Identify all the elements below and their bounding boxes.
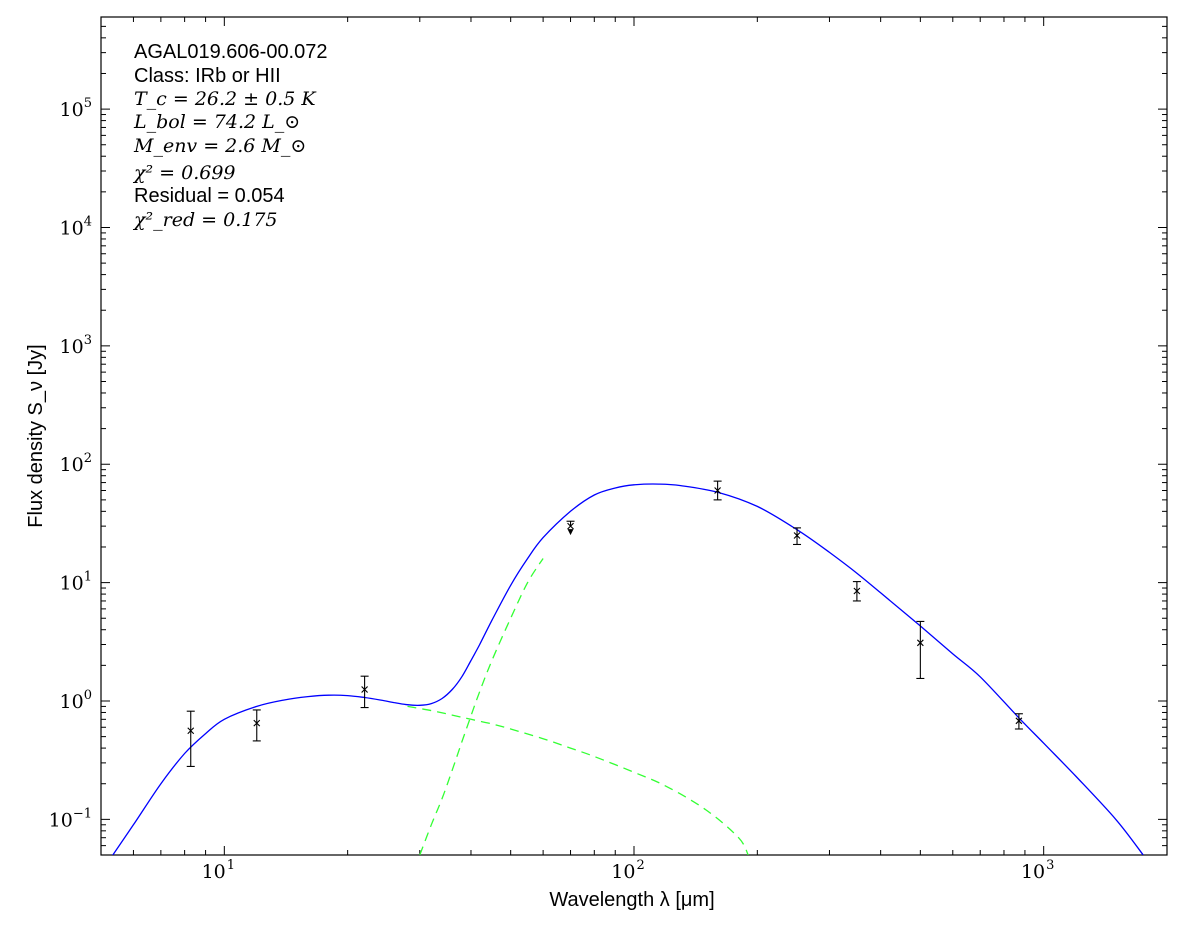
y-tick-exponent: 4: [84, 214, 92, 229]
data-point: [852, 581, 861, 602]
y-tick-base: 10: [60, 217, 84, 239]
x-axis-label: Wavelength λ [μm]: [549, 889, 714, 911]
point-marker: [187, 727, 195, 735]
point-marker: [361, 686, 368, 693]
residual-label: Residual = 0.054: [134, 185, 285, 207]
y-tick-label: 10−1: [49, 806, 92, 831]
upper-limit-arrow: [567, 529, 574, 536]
data-points: [186, 480, 1023, 767]
y-tick-base: 10: [60, 454, 84, 476]
y-tick-exponent: 0: [84, 688, 92, 703]
annotation-block: AGAL019.606-00.072 Class: IRb or HII T_c…: [132, 41, 328, 231]
point-marker: [916, 639, 924, 647]
data-point: [566, 520, 575, 536]
y-tick-base: 10: [60, 336, 84, 358]
axis-ticks: [100, 16, 1168, 856]
y-tick-label: 104: [60, 214, 92, 239]
y-tick-base: 10: [49, 809, 73, 831]
point-marker: [253, 719, 261, 727]
data-point: [793, 527, 802, 546]
tc-label: T_c = 26.2 ± 0.5 K: [134, 88, 317, 110]
chi2-label: χ² = 0.699: [132, 162, 236, 184]
y-tick-exponent: −1: [73, 806, 92, 821]
point-marker: [567, 522, 574, 530]
data-point: [252, 709, 261, 742]
y-tick-label: 100: [60, 688, 92, 713]
y-tick-label: 105: [60, 96, 92, 121]
x-tick-label: 102: [611, 858, 644, 883]
total-model-curve: [112, 483, 1144, 855]
y-tick-label: 101: [60, 570, 92, 595]
y-tick-exponent: 3: [84, 333, 92, 348]
point-marker: [1015, 717, 1023, 725]
x-tick-exponent: 3: [1046, 858, 1054, 873]
y-tick-exponent: 5: [84, 96, 92, 111]
class-label: Class: IRb or HII: [134, 65, 281, 87]
y-axis-label: Flux density S_ν [Jy]: [25, 344, 47, 527]
y-tick-exponent: 2: [84, 451, 92, 466]
point-marker: [793, 532, 801, 539]
x-tick-exponent: 1: [227, 858, 235, 873]
data-point: [1014, 713, 1023, 730]
y-tick-base: 10: [60, 573, 84, 595]
model-component-curve-2: [419, 558, 544, 855]
y-tick-label: 102: [60, 451, 92, 476]
plot-frame: [100, 16, 1168, 856]
x-tick-exponent: 2: [636, 858, 644, 873]
lbol-label: L_bol = 74.2 L_⊙: [133, 111, 300, 133]
y-tick-exponent: 1: [84, 570, 92, 585]
data-point: [916, 620, 925, 680]
source-name: AGAL019.606-00.072: [134, 41, 328, 63]
point-marker: [853, 587, 861, 595]
y-tick-base: 10: [60, 99, 84, 121]
data-point: [186, 710, 195, 767]
x-tick-labels: 101 102 103: [202, 858, 1055, 883]
model-component-curve-1: [407, 705, 749, 855]
y-tick-label: 103: [60, 333, 92, 358]
chi2red-label: χ²_red = 0.175: [132, 209, 278, 231]
x-tick-label: 103: [1021, 858, 1054, 883]
data-point: [360, 675, 369, 709]
menv-label: M_env = 2.6 M_⊙: [133, 135, 306, 157]
point-marker: [714, 487, 722, 494]
model-curves: [112, 483, 1144, 855]
data-point: [713, 480, 722, 501]
x-tick-label: 101: [202, 858, 235, 883]
y-tick-base: 10: [60, 691, 84, 713]
